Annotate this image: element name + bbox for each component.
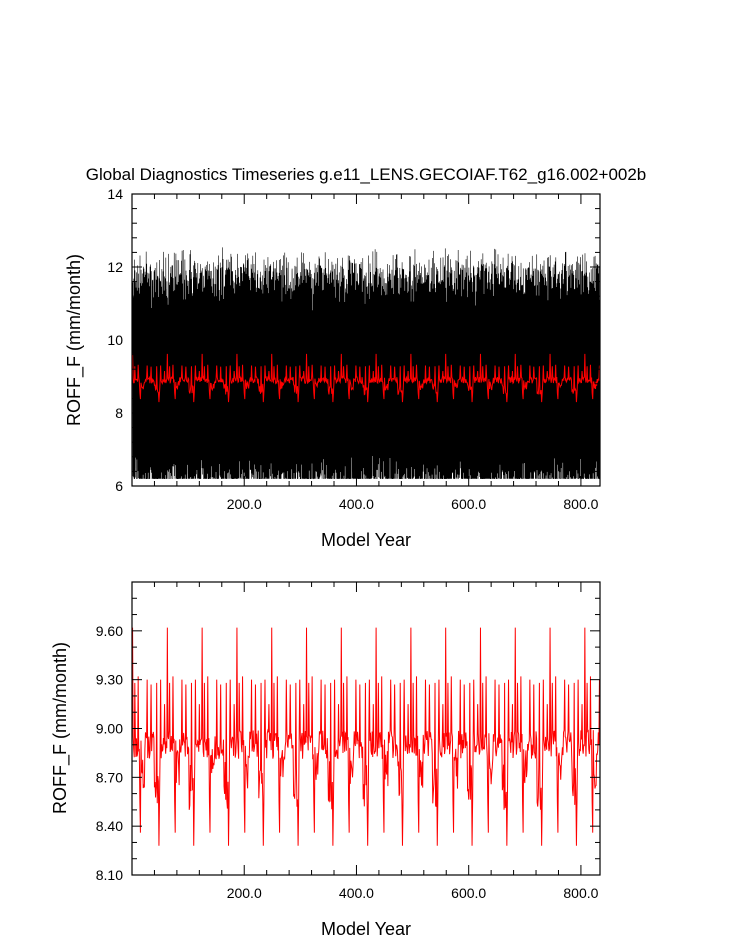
top-y-axis-label: ROFF_F (mm/month) xyxy=(64,254,85,426)
y-tick-label: 6 xyxy=(115,478,123,494)
series-line-annual xyxy=(132,353,600,403)
top-plot-frame xyxy=(131,193,601,487)
top-panel: 200.0 400.0 600.0 800.0 6 8 10 12 14 Model Year… xyxy=(64,186,601,550)
y-tick-label: 14 xyxy=(107,186,123,202)
series-line-annual xyxy=(132,627,600,846)
y-tick-label: 8.70 xyxy=(96,769,123,785)
bottom-panel: 200.0 400.0 600.0 800.0 8.10 8.40 8.70 9.00 9.3… xyxy=(50,581,601,939)
x-tick-label: 200.0 xyxy=(227,496,262,512)
bottom-plot-frame xyxy=(131,581,601,876)
y-tick-label: 10 xyxy=(107,332,123,348)
series-line-monthly xyxy=(132,247,600,480)
x-tick-label: 400.0 xyxy=(339,496,374,512)
x-tick-label: 800.0 xyxy=(563,885,598,901)
x-tick-label: 600.0 xyxy=(451,885,486,901)
x-tick-label: 400.0 xyxy=(339,885,374,901)
y-tick-label: 9.60 xyxy=(96,623,123,639)
top-x-ticks: 200.0 400.0 600.0 800.0 xyxy=(131,194,599,512)
y-tick-label: 9.00 xyxy=(96,721,123,737)
top-x-axis-label: Model Year xyxy=(321,530,411,550)
y-tick-label: 8 xyxy=(115,405,123,421)
y-tick-label: 8.40 xyxy=(96,818,123,834)
bottom-x-axis-label: Model Year xyxy=(321,919,411,939)
top-plot-area xyxy=(132,247,600,480)
x-tick-label: 600.0 xyxy=(451,496,486,512)
y-tick-label: 12 xyxy=(107,259,123,275)
x-tick-label: 200.0 xyxy=(227,885,262,901)
figure-title: Global Diagnostics Timeseries g.e11_LENS… xyxy=(86,165,647,184)
y-tick-label: 9.30 xyxy=(96,672,123,688)
x-tick-label: 800.0 xyxy=(563,496,598,512)
bottom-x-ticks: 200.0 400.0 600.0 800.0 xyxy=(131,582,599,901)
bottom-y-axis-label: ROFF_F (mm/month) xyxy=(50,642,71,814)
bottom-plot-area xyxy=(132,627,600,846)
top-y-ticks: 6 8 10 12 14 xyxy=(107,186,600,494)
y-tick-label: 8.10 xyxy=(96,867,123,883)
